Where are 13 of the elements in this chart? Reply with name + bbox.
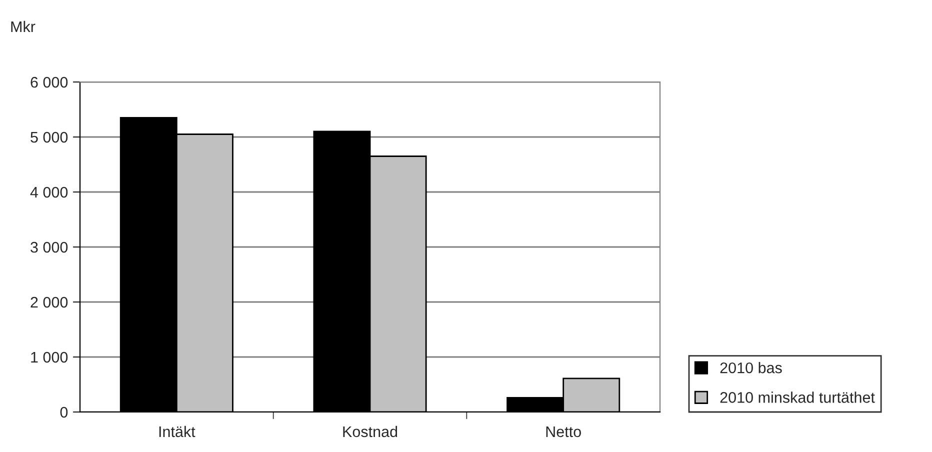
x-tick-label: Intäkt xyxy=(159,426,196,438)
x-tick-label: Kostnad xyxy=(343,426,398,438)
legend-label: 2010 minskad turtäthet xyxy=(720,392,875,403)
y-axis-title: Mkr xyxy=(11,20,36,32)
y-tick-label: 5 000 xyxy=(30,132,68,143)
y-tick-label: 1 000 xyxy=(31,352,68,363)
legend-label: 2010 bas xyxy=(720,362,782,374)
y-tick-label: 4 000 xyxy=(30,186,68,198)
y-tick-label: 3 000 xyxy=(30,242,68,253)
y-tick-label: 6 000 xyxy=(30,76,68,88)
y-tick-label: 2 000 xyxy=(30,296,68,308)
y-tick-label: 0 xyxy=(60,406,68,418)
x-tick-label: Netto xyxy=(546,426,581,438)
